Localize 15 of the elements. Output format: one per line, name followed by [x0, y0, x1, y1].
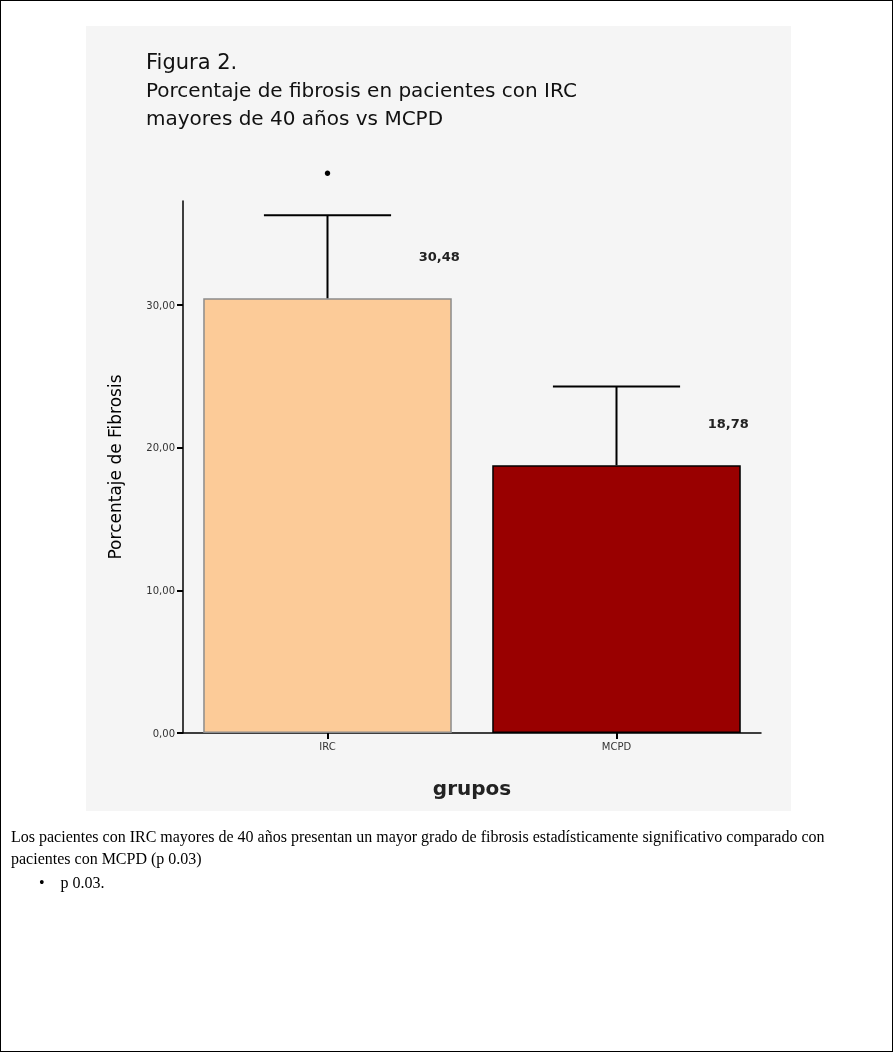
- x-tick-label: MCPD: [601, 740, 632, 752]
- x-axis-title: grupos: [432, 776, 512, 800]
- y-tick-label: 30,00: [146, 299, 175, 311]
- text: •: [323, 162, 332, 184]
- y-tick-label: 10,00: [146, 584, 175, 596]
- x-tick-label: IRC: [319, 740, 336, 752]
- y-tick-label: 0,00: [152, 727, 175, 739]
- text: • p 0.03.: [38, 873, 106, 894]
- chart-title: Figura 2.: [146, 49, 238, 74]
- y-axis-title: Porcentaje de Fibrosis: [104, 374, 125, 560]
- data-label: 18,78: [707, 416, 749, 432]
- chart-subtitle: Porcentaje de fibrosis en pacientes con IRC mayores de 40 años vs MCPD: [146, 78, 584, 130]
- data-label: 30,48: [418, 249, 460, 265]
- y-tick-label: 20,00: [146, 442, 175, 454]
- text: Los pacientes con IRC mayores de 40 años presentan un mayor grado de fibrosis estadísticamente significativo comparado con pacientes con MCPD (p 0.03): [11, 827, 826, 870]
